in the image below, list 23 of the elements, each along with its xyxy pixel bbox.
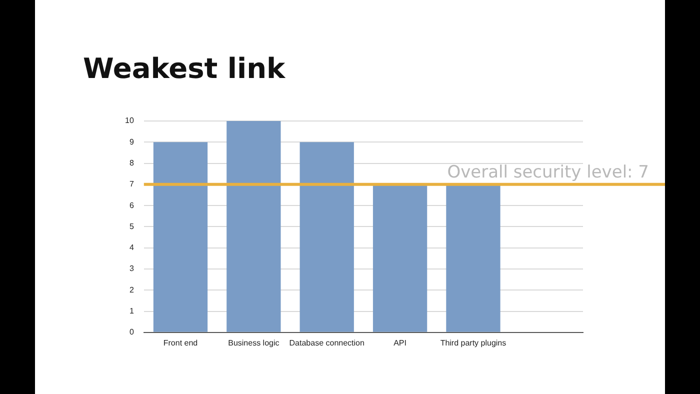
y-tick-label: 7 xyxy=(129,180,134,189)
bar xyxy=(372,184,428,332)
y-tick-label: 6 xyxy=(129,200,134,210)
bar xyxy=(226,121,281,332)
bar xyxy=(153,142,208,332)
y-tick-label: 3 xyxy=(129,264,134,274)
x-tick-label: Front end xyxy=(163,338,198,348)
y-tick-label: 5 xyxy=(129,222,134,231)
ref-line-label: Overall security level: 7 xyxy=(447,162,649,182)
y-tick-label: 1 xyxy=(129,306,134,316)
y-tick-label: 10 xyxy=(124,116,134,126)
y-tick-label: 4 xyxy=(129,243,134,252)
chart-title: Weakest link xyxy=(83,52,286,85)
bar xyxy=(300,142,354,332)
x-tick-label: Database connection xyxy=(289,338,364,348)
x-tick-label: Third party plugins xyxy=(440,338,506,348)
y-tick-label: 0 xyxy=(129,328,134,337)
x-tick-label: Business logic xyxy=(228,338,280,348)
y-tick-label: 9 xyxy=(129,137,134,146)
x-tick-label: API xyxy=(394,338,406,348)
bar xyxy=(446,184,500,332)
y-tick-label: 2 xyxy=(129,285,134,294)
y-tick-label: 8 xyxy=(129,158,134,168)
